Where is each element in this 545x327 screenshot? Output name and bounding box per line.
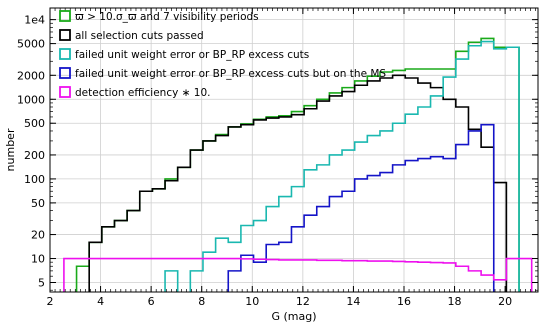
y-tick-label: 5000: [17, 38, 45, 51]
x-tick-label: 14: [346, 295, 360, 308]
legend: ϖ > 10.σ_ϖ and 7 visibility periods all s…: [59, 10, 386, 99]
x-tick-label: 10: [245, 295, 259, 308]
legend-swatch: [59, 29, 71, 41]
y-tick-label: 50: [31, 197, 45, 210]
x-tick-label: 16: [397, 295, 411, 308]
y-tick-label: 10: [31, 253, 45, 266]
series-line-3: [227, 123, 495, 292]
x-tick-label: 20: [498, 295, 512, 308]
y-tick-label: 100: [24, 173, 45, 186]
legend-label: ϖ > 10.σ_ϖ and 7 visibility periods: [75, 11, 259, 23]
ticks: 2 4 6 8 10 12 14 16 18 20 5 10 20 50 100 200 500 1000 2000…: [17, 8, 538, 308]
series-line-2: [164, 270, 179, 292]
legend-label: failed unit weight error or BP_RP excess…: [75, 49, 309, 61]
y-tick-label: 5: [38, 277, 45, 290]
legend-label: all selection cuts passed: [75, 30, 204, 42]
legend-label: detection efficiency ∗ 10.: [75, 87, 211, 99]
y-tick-label: 200: [24, 149, 45, 162]
x-tick-label: 18: [448, 295, 462, 308]
legend-swatch: [59, 48, 71, 60]
series-line-1: [88, 74, 508, 292]
series-line-4: [63, 257, 533, 292]
x-tick-label: 12: [296, 295, 310, 308]
series-layer: [63, 37, 533, 292]
series-line-2: [189, 40, 520, 292]
legend-swatch: [59, 67, 71, 79]
x-tick-label: 2: [47, 295, 54, 308]
x-tick-label: 8: [198, 295, 205, 308]
y-tick-label: 2000: [17, 69, 45, 82]
legend-label: failed unit weight error or BP_RP excess…: [75, 68, 386, 80]
y-tick-label: 1e4: [24, 14, 45, 27]
x-tick-label: 4: [97, 295, 104, 308]
x-axis-label: G (mag): [271, 310, 316, 323]
y-tick-label: 1000: [17, 93, 45, 106]
x-tick-label: 6: [148, 295, 155, 308]
legend-swatch: [59, 86, 71, 98]
y-tick-label: 500: [24, 117, 45, 130]
legend-swatch: [59, 10, 71, 22]
y-tick-label: 20: [31, 229, 45, 242]
y-axis-label: number: [4, 128, 17, 171]
plot-frame: [49, 7, 539, 293]
